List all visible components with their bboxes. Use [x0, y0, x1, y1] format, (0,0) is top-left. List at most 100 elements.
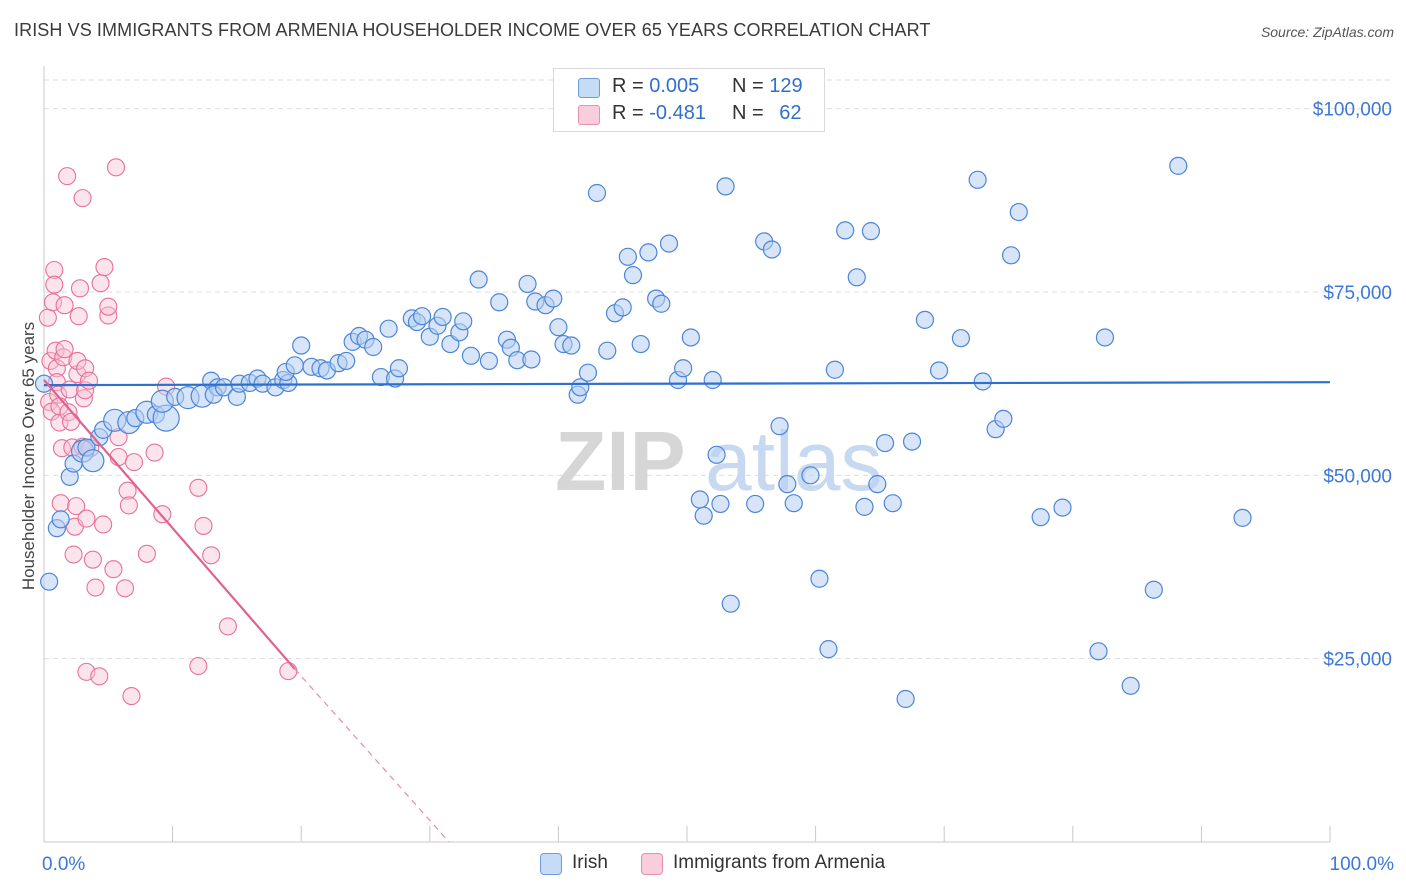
- x-tick-label-max: 100.0%: [1330, 854, 1395, 875]
- y-axis-label: Householder Income Over 65 years: [19, 322, 38, 590]
- irish-point: [285, 356, 304, 375]
- irish-point: [51, 510, 70, 529]
- irish-point: [81, 449, 105, 473]
- armenia-point: [45, 275, 64, 294]
- correlation-legend: R = 0.005 N = 129 R = -0.481 N = 62: [553, 68, 825, 132]
- irish-point: [613, 298, 632, 317]
- armenia-point: [58, 167, 77, 186]
- armenia-point: [68, 351, 87, 370]
- armenia-point: [194, 516, 213, 535]
- irish-point: [1121, 676, 1140, 695]
- irish-point: [433, 307, 452, 327]
- armenia-point: [109, 447, 128, 467]
- bottom-legend-swatch-irish: [540, 853, 562, 875]
- irish-point: [819, 640, 838, 659]
- gridlines: [44, 79, 1392, 660]
- source-credit: Source: ZipAtlas.com: [1260, 24, 1394, 40]
- armenia-point: [145, 443, 164, 462]
- irish-point: [522, 350, 541, 369]
- irish-point: [951, 329, 971, 348]
- armenia-point: [119, 496, 138, 515]
- watermark-atlas: atlas: [705, 414, 882, 508]
- armenia-point: [64, 545, 83, 564]
- bottom-legend-swatch-armenia: [641, 853, 663, 875]
- armenia-point: [79, 371, 99, 390]
- irish-point: [855, 497, 874, 516]
- irish-point: [1095, 328, 1115, 347]
- irish-point: [968, 170, 987, 189]
- x-tick-label-min: 0.0%: [42, 854, 85, 875]
- y-tick-label: $25,000: [1323, 650, 1392, 671]
- irish-point: [364, 337, 383, 357]
- irish-point: [544, 289, 563, 308]
- irish-point: [623, 266, 643, 285]
- armenia-point: [73, 189, 92, 208]
- bottom-legend-label-armenia: Immigrants from Armenia: [673, 852, 886, 873]
- irish-point: [825, 360, 844, 379]
- legend-n-value-armenia: 62: [779, 102, 802, 124]
- armenia-point: [94, 515, 113, 534]
- armenia-point: [91, 274, 110, 293]
- irish-point: [778, 475, 797, 494]
- legend-swatch-armenia: [578, 105, 600, 125]
- armenia-point: [47, 359, 66, 378]
- irish-point: [847, 268, 866, 287]
- irish-point: [690, 490, 709, 509]
- irish-point: [694, 506, 713, 525]
- irish-point: [549, 318, 568, 337]
- y-tick-label: $100,000: [1313, 100, 1392, 121]
- legend-r-value-irish: 0.005: [649, 75, 700, 97]
- irish-point: [389, 359, 409, 378]
- armenia-point: [43, 293, 63, 312]
- irish-point: [915, 310, 935, 329]
- irish-point: [518, 274, 537, 294]
- armenia-point: [106, 158, 126, 177]
- irish-point: [746, 494, 765, 514]
- irish-point: [1144, 580, 1163, 599]
- irish-point: [292, 336, 311, 355]
- irish-point: [681, 328, 700, 347]
- irish-point: [1031, 508, 1050, 527]
- irish-point: [716, 177, 735, 196]
- armenia-point: [279, 662, 298, 681]
- armenia-point: [137, 544, 156, 563]
- irish-point: [652, 294, 671, 313]
- watermark-zip: ZIP: [555, 414, 686, 508]
- legend-r-label: R =: [612, 75, 650, 97]
- irish-point: [562, 336, 581, 355]
- armenia-point: [83, 550, 102, 569]
- irish-point: [469, 270, 488, 289]
- armenia-point: [122, 687, 141, 706]
- armenia-trend-line: [43, 379, 296, 670]
- armenia-point: [45, 260, 64, 280]
- irish-point: [40, 572, 59, 591]
- series-armenia-points: [38, 158, 298, 706]
- series-irish-points: [34, 156, 1252, 709]
- legend-swatch-irish: [578, 78, 600, 98]
- irish-point: [639, 243, 658, 262]
- armenia-point: [99, 297, 118, 316]
- irish-point: [1001, 246, 1021, 265]
- bottom-legend-label-irish: Irish: [572, 852, 608, 873]
- irish-point: [707, 445, 726, 464]
- irish-point: [412, 307, 432, 326]
- irish-trend-line: [43, 381, 1331, 387]
- irish-point: [1053, 498, 1072, 517]
- irish-point: [784, 494, 803, 513]
- legend-r-value-armenia: -0.481: [649, 102, 706, 124]
- irish-point: [1009, 202, 1028, 222]
- irish-point: [479, 351, 499, 371]
- irish-point: [34, 374, 54, 393]
- armenia-point: [46, 341, 65, 360]
- armenia-point: [67, 497, 86, 516]
- irish-point: [973, 372, 992, 391]
- armenia-trend-extension: [294, 668, 450, 843]
- irish-point: [578, 363, 598, 382]
- irish-point: [1169, 156, 1188, 175]
- irish-point: [703, 370, 722, 390]
- armenia-point: [38, 308, 57, 327]
- legend-n-label: N =: [732, 102, 770, 124]
- irish-point: [762, 240, 781, 259]
- armenia-point: [202, 546, 221, 565]
